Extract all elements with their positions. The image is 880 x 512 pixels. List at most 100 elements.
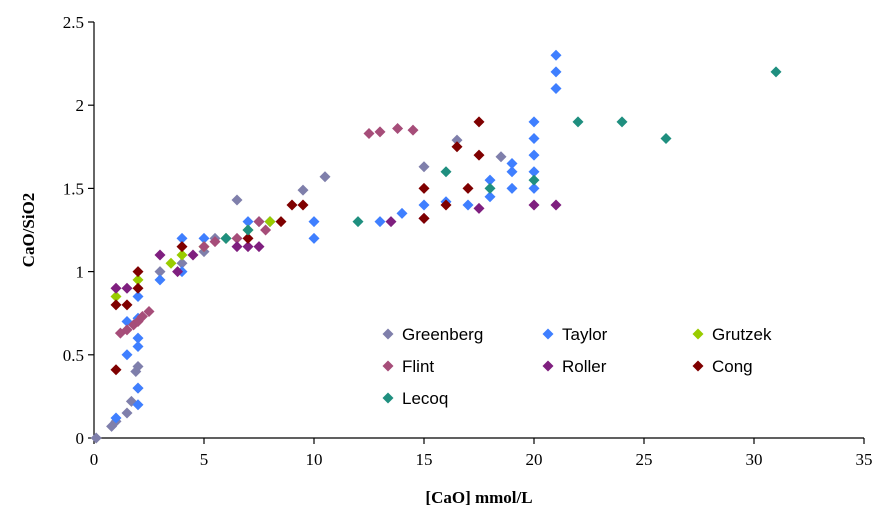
data-point (132, 360, 144, 372)
data-point (484, 182, 496, 194)
legend-label: Taylor (562, 325, 608, 344)
legend-item-cong: Cong (692, 357, 753, 376)
legend-marker (382, 392, 394, 404)
data-point (132, 399, 144, 411)
data-point (165, 257, 177, 269)
data-point (462, 182, 474, 194)
data-point (198, 241, 210, 253)
data-point (253, 241, 265, 253)
y-tick-label: 1.5 (63, 179, 84, 198)
data-point (473, 202, 485, 214)
x-tick-label: 10 (306, 450, 323, 469)
data-point (220, 232, 232, 244)
data-point (392, 122, 404, 134)
data-point (275, 216, 287, 228)
data-point (132, 332, 144, 344)
data-point (418, 212, 430, 224)
data-point (308, 216, 320, 228)
data-point (418, 161, 430, 173)
data-point (528, 166, 540, 178)
data-point (385, 216, 397, 228)
data-point (231, 241, 243, 253)
data-point (110, 282, 122, 294)
data-point (154, 274, 166, 286)
series-cong (110, 116, 485, 376)
data-point (660, 132, 672, 144)
data-point (154, 249, 166, 261)
data-point (528, 132, 540, 144)
x-tick-label: 15 (416, 450, 433, 469)
data-point (528, 149, 540, 161)
data-point (440, 199, 452, 211)
series-flint (114, 122, 419, 339)
legend-item-grutzek: Grutzek (692, 325, 772, 344)
data-point (396, 207, 408, 219)
legend-label: Greenberg (402, 325, 483, 344)
x-tick-label: 35 (856, 450, 873, 469)
data-point (231, 194, 243, 206)
data-point (242, 216, 254, 228)
data-point (176, 257, 188, 269)
legend-marker (382, 328, 394, 340)
legend-marker (542, 328, 554, 340)
data-point (616, 116, 628, 128)
data-point (297, 199, 309, 211)
data-point (418, 182, 430, 194)
data-point (374, 216, 386, 228)
legend-label: Flint (402, 357, 434, 376)
data-point (550, 66, 562, 78)
legend-label: Grutzek (712, 325, 772, 344)
data-point (242, 232, 254, 244)
data-point (374, 126, 386, 138)
data-point (528, 182, 540, 194)
x-axis-title: [CaO] mmol/L (425, 488, 532, 507)
data-point (132, 340, 144, 352)
data-point (528, 199, 540, 211)
data-point (172, 266, 184, 278)
data-point (209, 236, 221, 248)
data-point (176, 249, 188, 261)
x-tick-label: 20 (526, 450, 543, 469)
data-point (528, 116, 540, 128)
data-point (121, 349, 133, 361)
data-point (231, 232, 243, 244)
data-point (110, 412, 122, 424)
legend-item-taylor: Taylor (542, 325, 608, 344)
data-point (528, 174, 540, 186)
series-lecoq (220, 66, 782, 244)
data-point (110, 299, 122, 311)
data-point (154, 266, 166, 278)
legend: Greenberg Taylor Grutzek Flint Roller Cong Lec… (382, 325, 772, 408)
data-point (143, 306, 155, 318)
legend-item-greenberg: Greenberg (382, 325, 483, 344)
data-point (242, 224, 254, 236)
data-point (90, 432, 102, 444)
data-point (242, 241, 254, 253)
y-axis-title: CaO/SiO2 (19, 193, 38, 268)
data-point (198, 232, 210, 244)
data-point (407, 124, 419, 136)
data-point (286, 199, 298, 211)
data-point (506, 166, 518, 178)
data-point (352, 216, 364, 228)
data-point (187, 249, 199, 261)
y-tick-label: 0 (76, 429, 85, 448)
legend-marker (692, 360, 704, 372)
data-point (418, 199, 430, 211)
y-tick-label: 2.5 (63, 13, 84, 32)
x-tick-label: 0 (90, 450, 99, 469)
data-point (132, 282, 144, 294)
data-point (506, 157, 518, 169)
data-point (451, 134, 463, 146)
legend-label: Cong (712, 357, 753, 376)
data-point (297, 184, 309, 196)
legend-item-lecoq: Lecoq (382, 389, 448, 408)
data-point (473, 116, 485, 128)
data-point (363, 127, 375, 139)
data-point (121, 407, 133, 419)
data-point (110, 291, 122, 303)
legend-label: Lecoq (402, 389, 448, 408)
legend-marker (382, 360, 394, 372)
plot-area: 0 0.5 1 1.5 2 2.5 0 5 10 15 20 25 30 35 (63, 13, 873, 469)
